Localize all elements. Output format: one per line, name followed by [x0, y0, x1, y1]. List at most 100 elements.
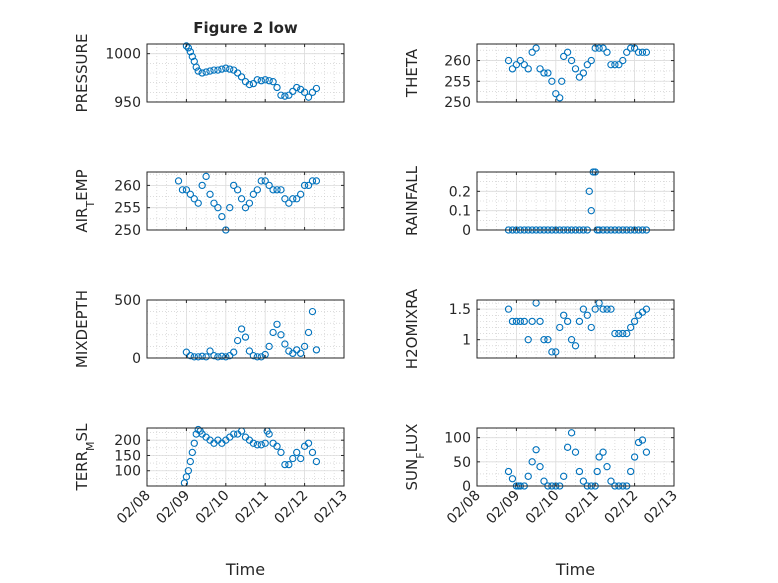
- data-point: [642, 448, 651, 456]
- data-point: [273, 83, 281, 92]
- y-tick-label: 500: [114, 293, 141, 309]
- data-point: [233, 69, 242, 77]
- data-point: [182, 42, 191, 50]
- axes-box: [476, 43, 675, 103]
- data-point: [595, 44, 603, 52]
- data-point: [300, 181, 309, 190]
- data-point: [281, 340, 289, 348]
- plot-area: [477, 428, 674, 486]
- data-point: [186, 48, 194, 56]
- data-point: [642, 48, 651, 56]
- data-point: [297, 454, 305, 463]
- data-point: [512, 61, 521, 69]
- data-point: [524, 472, 532, 480]
- data-point: [297, 349, 305, 358]
- data-point: [277, 186, 285, 194]
- data-point: [619, 56, 627, 65]
- data-point: [552, 348, 560, 356]
- data-point: [230, 430, 238, 438]
- data-point: [575, 73, 584, 81]
- plot-area: [147, 44, 344, 102]
- panel-air_temp: 250 255 260 AIRTEMP: [73, 169, 345, 239]
- data-point: [226, 204, 234, 212]
- data-point: [524, 336, 532, 344]
- data-point: [233, 186, 242, 194]
- y-tick-label: 250: [114, 223, 141, 239]
- data-point: [300, 342, 309, 351]
- data-point: [186, 457, 194, 466]
- data-point: [536, 463, 544, 471]
- data-point: [214, 204, 222, 212]
- data-point: [528, 458, 536, 466]
- data-point: [587, 207, 595, 215]
- y-tick-label: 100: [444, 431, 471, 447]
- data-point: [532, 44, 540, 52]
- data-point: [627, 323, 635, 332]
- data-point: [285, 460, 293, 469]
- data-point: [304, 439, 313, 447]
- y-tick-label: 50: [453, 455, 471, 471]
- y-tick-label: 0: [462, 223, 471, 239]
- data-point: [603, 48, 611, 56]
- data-point: [202, 353, 210, 361]
- data-point: [198, 352, 206, 360]
- data-point: [281, 460, 289, 469]
- y-axis-label: TERRMSL: [73, 423, 97, 492]
- data-point: [285, 91, 293, 99]
- data-point: [293, 448, 301, 457]
- data-point: [579, 305, 588, 313]
- y-tick-label: 200: [114, 433, 141, 449]
- data-point: [312, 177, 321, 185]
- y-tick-label: 260: [114, 178, 141, 194]
- data-point: [249, 190, 258, 198]
- y-tick-label: 150: [114, 448, 141, 464]
- data-point: [627, 44, 635, 52]
- data-point: [556, 323, 564, 332]
- data-point: [300, 88, 309, 96]
- data-point: [536, 317, 544, 326]
- data-point: [237, 73, 246, 81]
- panel-h2omixra: 1 1.5 H2OMIXRA: [403, 288, 675, 369]
- data-point: [257, 177, 265, 185]
- data-point: [265, 342, 273, 351]
- data-point: [587, 323, 595, 332]
- data-point: [563, 443, 572, 451]
- data-point: [512, 317, 521, 326]
- data-point: [642, 305, 651, 313]
- data-point: [277, 331, 285, 339]
- data-point: [281, 195, 289, 203]
- data-point: [540, 69, 548, 77]
- data-point: [615, 61, 623, 69]
- data-point: [265, 430, 273, 438]
- data-point: [188, 52, 196, 61]
- data-point: [571, 342, 580, 350]
- data-point: [269, 186, 277, 194]
- y-tick-label: 0: [462, 479, 471, 495]
- data-point: [289, 195, 297, 203]
- data-point: [265, 181, 273, 190]
- data-point: [623, 48, 631, 56]
- data-point: [249, 79, 258, 88]
- data-point: [312, 84, 321, 93]
- axes-box: [146, 171, 345, 231]
- data-point: [308, 307, 317, 316]
- plot-area: [477, 172, 674, 230]
- data-point: [198, 181, 206, 190]
- data-point: [308, 177, 317, 185]
- y-axis-label: SUNFLUX: [403, 424, 427, 491]
- data-point: [245, 199, 254, 207]
- data-point: [508, 317, 517, 326]
- y-tick-label: 1000: [105, 47, 141, 63]
- data-point: [218, 212, 226, 221]
- data-point: [630, 453, 639, 461]
- plot-area: [147, 172, 344, 230]
- plot-area: [477, 44, 674, 102]
- data-point: [627, 467, 635, 476]
- data-point: [579, 69, 588, 77]
- data-point: [233, 336, 242, 345]
- data-point: [214, 353, 222, 361]
- data-point: [599, 305, 607, 313]
- data-point: [178, 186, 187, 194]
- data-point: [194, 67, 202, 75]
- data-point: [273, 320, 281, 329]
